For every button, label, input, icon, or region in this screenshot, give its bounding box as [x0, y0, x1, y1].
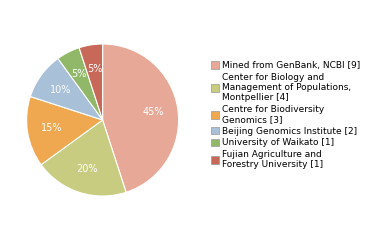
Wedge shape: [58, 48, 103, 120]
Wedge shape: [79, 44, 103, 120]
Wedge shape: [103, 44, 179, 192]
Legend: Mined from GenBank, NCBI [9], Center for Biology and
Management of Populations,
: Mined from GenBank, NCBI [9], Center for…: [210, 60, 361, 170]
Wedge shape: [41, 120, 126, 196]
Text: 45%: 45%: [143, 107, 165, 117]
Text: 10%: 10%: [50, 85, 71, 95]
Wedge shape: [30, 59, 103, 120]
Text: 5%: 5%: [87, 64, 102, 74]
Text: 20%: 20%: [76, 164, 97, 174]
Text: 5%: 5%: [71, 69, 87, 79]
Wedge shape: [27, 96, 103, 165]
Text: 15%: 15%: [41, 123, 62, 133]
